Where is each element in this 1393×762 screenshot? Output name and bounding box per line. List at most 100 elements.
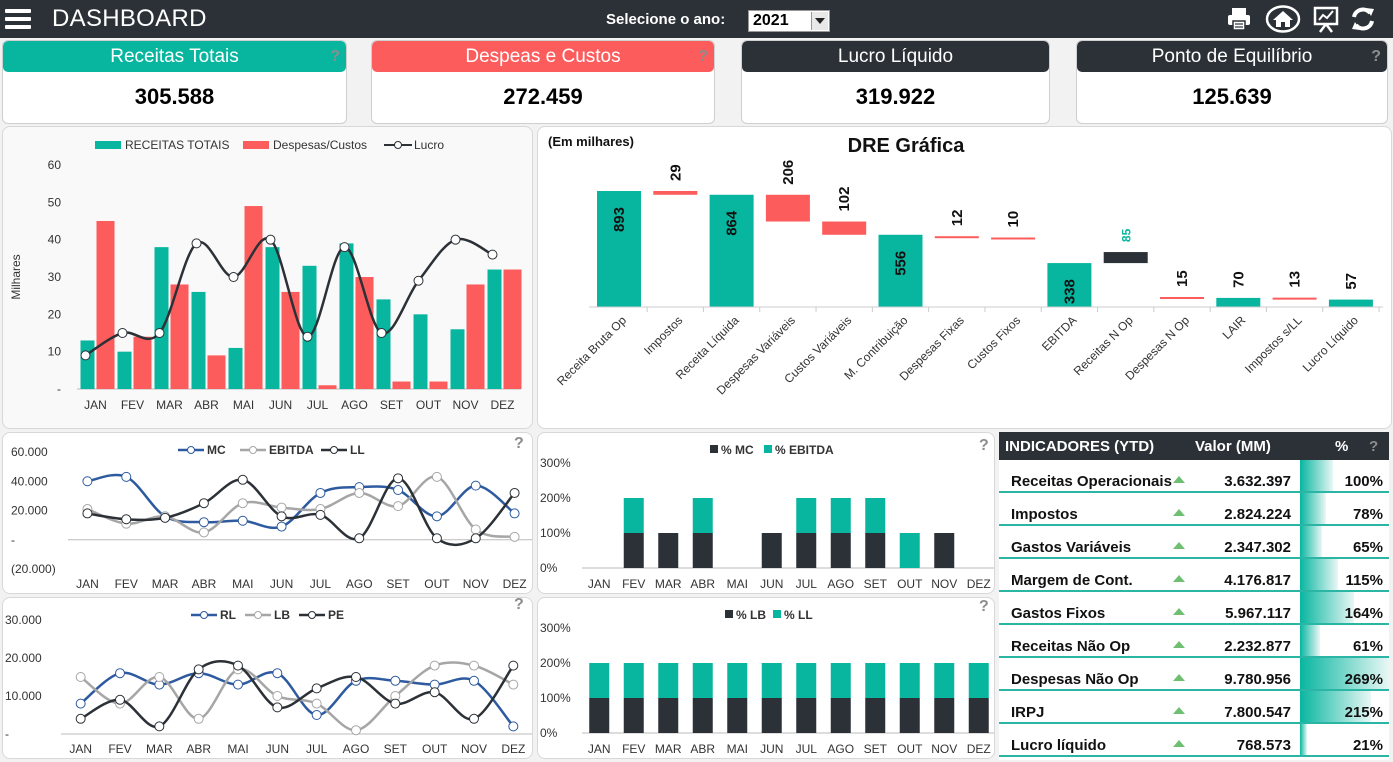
y-tick-label: 300%: [540, 456, 571, 470]
kpi-value: 272.459: [503, 84, 583, 109]
x-tick-label: ABR: [194, 398, 219, 412]
stack-bar-top: [865, 663, 886, 698]
indicator-fill-bar: [1300, 658, 1389, 689]
stack-bar-bottom: [968, 698, 989, 733]
dre-category-label: Custos Fixos: [964, 313, 1023, 372]
y-tick-label: 100%: [540, 691, 571, 705]
lucro-point: [376, 328, 387, 338]
y-tick-label: 40: [48, 233, 62, 247]
dre-data-label: 338: [1061, 279, 1078, 304]
dre-bar: [878, 234, 923, 307]
print-icon[interactable]: [1225, 5, 1253, 33]
series-point: [233, 679, 243, 690]
indicator-pct: 269%: [1344, 671, 1383, 688]
lucro-point: [154, 328, 165, 338]
series-point: [311, 698, 322, 709]
home-icon[interactable]: [1265, 5, 1301, 33]
legend-swatch: [200, 611, 208, 619]
series-point: [469, 713, 479, 724]
series-point: [75, 672, 86, 682]
help-icon[interactable]: ?: [1369, 438, 1379, 455]
dre-data-label: 556: [893, 251, 910, 276]
indicator-value: 7.800.547: [1224, 704, 1291, 721]
x-tick-label: SET: [384, 742, 408, 756]
series-point: [393, 473, 404, 484]
help-icon[interactable]: ?: [1371, 48, 1381, 65]
lucro-point: [487, 249, 498, 260]
series-point: [393, 485, 404, 496]
bar-despesas: [429, 381, 448, 389]
x-tick-label: JAN: [588, 742, 611, 756]
dre-data-label: 12: [949, 210, 966, 227]
x-tick-label: NOV: [931, 577, 957, 591]
series-point: [276, 502, 287, 513]
y-tick-label: 10: [48, 345, 62, 359]
y-tick-label: 200%: [540, 656, 571, 670]
indicator-label: Receitas Operacionais: [1011, 473, 1172, 490]
bar-despesas: [318, 385, 337, 389]
x-tick-label: JUL: [310, 577, 332, 591]
indicator-fill-bar: [1300, 625, 1321, 656]
x-tick-label: ABR: [690, 742, 715, 756]
kpi-card-despesas: Despeas e Custos ? 272.459: [371, 40, 715, 124]
x-tick-label: MAI: [727, 577, 748, 591]
legend-label: LB: [274, 608, 290, 622]
help-icon[interactable]: ?: [514, 435, 524, 452]
series-point: [198, 498, 209, 509]
legend-label: Despesas/Custos: [273, 138, 367, 152]
legend-label: % LB: [736, 608, 766, 622]
chevron-down-icon[interactable]: [811, 12, 828, 30]
x-tick-label: DEZ: [491, 398, 515, 412]
presentation-icon[interactable]: [1312, 5, 1340, 33]
series-point: [390, 698, 401, 709]
stack-bar-bottom: [658, 698, 679, 733]
lucro-point: [117, 328, 128, 338]
kpi-header: Despeas e Custos ?: [372, 41, 714, 72]
indicator-fill-bar: [1300, 460, 1334, 491]
stack-bar-top: [796, 663, 817, 698]
dre-data-label: 206: [780, 160, 797, 185]
series-point: [469, 675, 479, 686]
stack-bar-bottom: [658, 533, 679, 568]
series-point: [469, 660, 479, 671]
x-tick-label: DEZ: [967, 577, 991, 591]
help-icon[interactable]: ?: [514, 597, 524, 613]
help-icon[interactable]: ?: [330, 48, 340, 65]
dre-data-label: 29: [667, 164, 684, 181]
series-point: [154, 672, 165, 682]
legend-label: LL: [350, 443, 365, 457]
legend-swatch: [308, 611, 316, 619]
x-tick-label: JAN: [588, 577, 611, 591]
lucro-point: [302, 331, 313, 342]
indicators-header: INDICADORES (YTD) Valor (MM) % ?: [999, 432, 1389, 460]
legend-label: PE: [328, 608, 344, 622]
x-tick-label: MAI: [727, 742, 748, 756]
help-icon[interactable]: ?: [979, 598, 989, 615]
series-point: [315, 487, 326, 498]
dre-data-label: 102: [836, 186, 853, 211]
kpi-card-equilibrio: Ponto de Equilíbrio ? 125.639: [1076, 40, 1388, 124]
mc-ebitda-ll-chart: MC EBITDA LL (20.000) - 20.000 40.000 60.000 JAN…: [11, 443, 532, 591]
stack-bar-top: [865, 498, 886, 533]
x-tick-label: JUN: [269, 398, 292, 412]
x-tick-label: AGO: [343, 742, 370, 756]
stack-bar-bottom: [934, 533, 955, 568]
bar-receitas: [191, 291, 206, 389]
legend-swatch: [725, 610, 733, 618]
indicator-pct: 78%: [1352, 506, 1383, 523]
series-point: [121, 471, 132, 482]
dre-bar: [1103, 252, 1148, 264]
help-icon[interactable]: ?: [979, 437, 989, 454]
legend-label: Lucro: [414, 138, 444, 152]
year-select[interactable]: 2021: [748, 10, 830, 32]
trend-up-icon: [1173, 740, 1185, 747]
bar-despesas: [281, 291, 300, 389]
refresh-icon[interactable]: [1349, 5, 1377, 33]
x-tick-label: JAN: [69, 742, 92, 756]
indicator-row: Lucro líquido 768.573 21%: [999, 724, 1389, 757]
hamburger-menu-icon[interactable]: [5, 9, 31, 29]
help-icon[interactable]: ?: [698, 48, 708, 65]
chart-subtitle: (Em milhares): [548, 134, 634, 149]
dre-bar: [1047, 263, 1092, 307]
legend-swatch: [254, 611, 262, 619]
